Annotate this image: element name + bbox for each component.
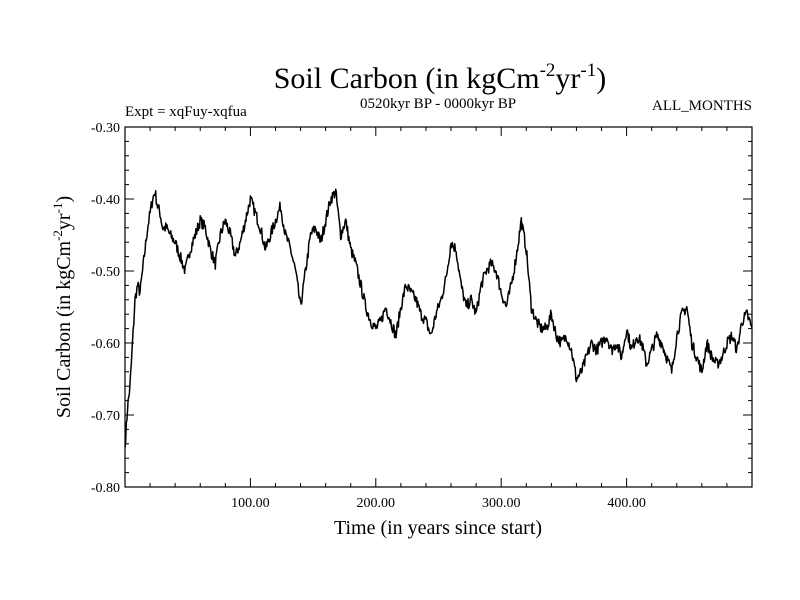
subtitle-left: Expt = xqFuy-xqfua bbox=[125, 104, 247, 120]
ylabel-mid: yr bbox=[53, 213, 75, 230]
y-axis-label: Soil Carbon (in kgCm-2yr-1) bbox=[50, 196, 75, 418]
x-tick-label: 300.00 bbox=[482, 496, 521, 511]
y-axis-ticks: -0.30 -0.40 -0.50 -0.60 -0.70 -0.80 bbox=[91, 121, 752, 496]
y-tick-label: -0.40 bbox=[91, 193, 120, 208]
chart-title: Soil Carbon (in kgCm-2yr-1) bbox=[274, 60, 607, 95]
ylabel-sup2: -1 bbox=[50, 203, 65, 214]
y-tick-label: -0.60 bbox=[91, 337, 120, 352]
ylabel-sup1: -2 bbox=[50, 230, 65, 241]
series-line-soil-carbon bbox=[124, 188, 753, 448]
y-tick-label: -0.80 bbox=[91, 481, 120, 496]
x-tick-label: 100.00 bbox=[231, 496, 270, 511]
ylabel-main: Soil Carbon (in kgCm bbox=[53, 240, 75, 418]
x-axis-label: Time (in years since start) bbox=[334, 517, 542, 539]
y-tick-label: -0.70 bbox=[91, 409, 120, 424]
plot-frame bbox=[124, 126, 753, 488]
title-mid: yr bbox=[555, 62, 580, 95]
title-sup1: -2 bbox=[540, 60, 556, 81]
subtitle-center: 0520kyr BP - 0000kyr BP bbox=[360, 96, 516, 112]
title-end: ) bbox=[596, 62, 606, 95]
subtitle-right: ALL_MONTHS bbox=[652, 98, 752, 114]
y-tick-label: -0.30 bbox=[91, 121, 120, 136]
x-tick-label: 200.00 bbox=[357, 496, 396, 511]
x-tick-label: 400.00 bbox=[607, 496, 646, 511]
ylabel-end: ) bbox=[53, 196, 75, 203]
title-main: Soil Carbon (in kgCm bbox=[274, 62, 540, 95]
title-sup2: -1 bbox=[580, 60, 596, 81]
x-axis-ticks: 100.00 200.00 300.00 400.00 bbox=[149, 127, 728, 511]
y-tick-label: -0.50 bbox=[91, 265, 120, 280]
